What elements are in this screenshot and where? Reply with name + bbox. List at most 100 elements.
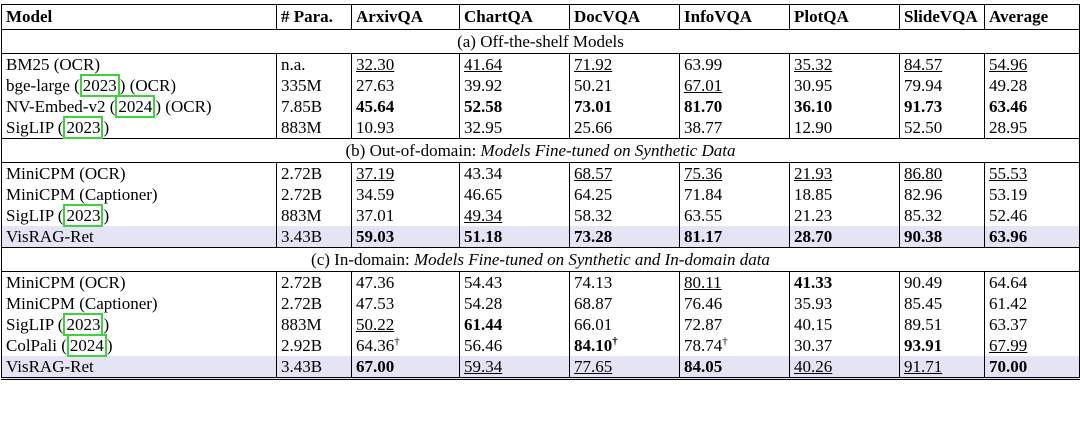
score-cell: 61.42 [984,293,1080,314]
section-title-text: (a) Off-the-shelf Models [457,31,624,51]
score-value: 73.01 [574,96,613,116]
score-cell: 84.57 [899,53,985,75]
score-value: 27.63 [356,75,395,95]
score-cell: 32.95 [459,117,570,139]
column-header: # Para. [276,4,352,30]
data-row: BM25 (OCR) n.a. 32.30 41.64 71.92 63.99 35.32 8… [1,53,1080,75]
score-value: 53.19 [989,184,1028,204]
score-value: 50.21 [574,75,613,95]
score-cell: 49.28 [984,75,1080,96]
score-value: 85.45 [904,293,943,313]
model-name: MiniCPM (Captioner) [6,293,158,313]
data-row: ColPali (2024) 2.92B 64.36† 56.46 84.10† 78.7… [1,333,1080,357]
model-name: SigLIP ( [6,314,64,334]
score-cell: 38.77 [679,117,790,139]
score-value: 40.15 [794,314,833,334]
table-wrap: Model # Para. ArxivQA ChartQA DocVQA InfoVQA P… [1,4,1080,380]
score-cell: 45.64 [351,96,460,117]
section: (c) In-domain: Models Fine-tuned on Synt… [1,247,1080,380]
score-value: 93.91 [904,335,943,355]
section-row: (a) Off-the-shelf Models [1,29,1080,54]
score-value: 70.00 [989,356,1028,376]
score-cell: 74.13 [569,271,680,293]
model-name: MiniCPM (Captioner) [6,184,158,204]
params-cell: 883M [276,314,352,335]
citation-year[interactable]: 2023 [63,115,104,139]
citation-year[interactable]: 2023 [63,203,104,227]
score-cell: 93.91 [899,335,985,356]
model-cell: SigLIP (2023) [1,312,277,336]
data-row: SigLIP (2023) 883M 37.01 49.34 58.32 63.55 21.… [1,203,1080,227]
score-value: 47.36 [356,272,395,292]
score-value: 40.26 [794,356,833,376]
section-row: (b) Out-of-domain: Models Fine-tuned on … [1,138,1080,163]
model-cell: SigLIP (2023) [1,203,277,227]
params-cell: 3.43B [276,356,352,380]
score-value: 30.37 [794,335,833,355]
score-cell: 58.32 [569,205,680,226]
score-cell: 63.37 [984,314,1080,335]
model-cell: bge-large (2023) (OCR) [1,73,277,97]
score-value: 89.51 [904,314,943,334]
params-cell: 883M [276,205,352,226]
score-value: 81.17 [684,226,723,246]
data-row: bge-large (2023) (OCR) 335M 27.63 39.92 50.2… [1,73,1080,97]
score-cell: 10.93 [351,117,460,139]
score-value: 67.00 [356,356,395,376]
score-cell: 63.46 [984,96,1080,117]
score-value: 52.58 [464,96,503,116]
results-table: Model # Para. ArxivQA ChartQA DocVQA InfoVQA P… [1,4,1080,380]
score-cell: 41.64 [459,53,570,75]
score-cell: 85.45 [899,293,985,314]
score-value: 78.74 [684,335,723,355]
score-cell: 46.65 [459,184,570,205]
params-cell: 2.72B [276,293,352,314]
data-row: MiniCPM (Captioner) 2.72B 47.53 54.28 68.87 7… [1,293,1080,314]
model-cell: MiniCPM (OCR) [1,271,277,293]
model-name: MiniCPM (OCR) [6,272,126,292]
score-value: 37.01 [356,205,395,225]
score-value: 82.96 [904,184,943,204]
score-cell: 91.73 [899,96,985,117]
model-cell: BM25 (OCR) [1,53,277,75]
score-cell: 85.32 [899,205,985,226]
score-value: 71.92 [574,54,613,74]
model-cell: MiniCPM (Captioner) [1,293,277,314]
score-cell: 30.37 [789,335,900,356]
citation-year[interactable]: 2024 [115,94,156,118]
model-cell: NV-Embed-v2 (2024) (OCR) [1,94,277,118]
score-note: † [612,334,618,347]
score-cell: 37.19 [351,162,460,184]
score-cell: 36.10 [789,96,900,117]
params-cell: 883M [276,117,352,139]
score-cell: 63.99 [679,53,790,75]
section: (b) Out-of-domain: Models Fine-tuned on … [1,138,1080,248]
column-header: InfoVQA [679,4,790,30]
score-cell: 73.01 [569,96,680,117]
header-row: Model # Para. ArxivQA ChartQA DocVQA InfoVQA P… [1,4,1080,30]
score-value: 28.95 [989,117,1028,137]
score-value: 66.01 [574,314,613,334]
score-cell: 28.95 [984,117,1080,139]
model-name: ) [103,117,110,137]
score-cell: 47.53 [351,293,460,314]
citation-year[interactable]: 2024 [66,333,107,357]
section-title-italic: Models Fine-tuned on Synthetic Data [480,140,736,160]
score-cell: 30.95 [789,75,900,96]
score-cell: 80.11 [679,271,790,293]
model-name: ColPali ( [6,335,67,355]
score-cell: 39.92 [459,75,570,96]
score-cell: 18.85 [789,184,900,205]
column-header: ChartQA [459,4,570,30]
score-cell: 35.32 [789,53,900,75]
score-value: 56.46 [464,335,503,355]
citation-year[interactable]: 2023 [63,312,104,336]
section-title-italic: Models Fine-tuned on Synthetic and In-do… [413,249,770,269]
score-value: 79.94 [904,75,943,95]
score-value: 52.50 [904,117,943,137]
score-cell: 77.65 [569,356,680,380]
citation-year[interactable]: 2023 [79,73,120,97]
column-header: DocVQA [569,4,680,30]
score-cell: 54.43 [459,271,570,293]
score-value: 32.95 [464,117,503,137]
